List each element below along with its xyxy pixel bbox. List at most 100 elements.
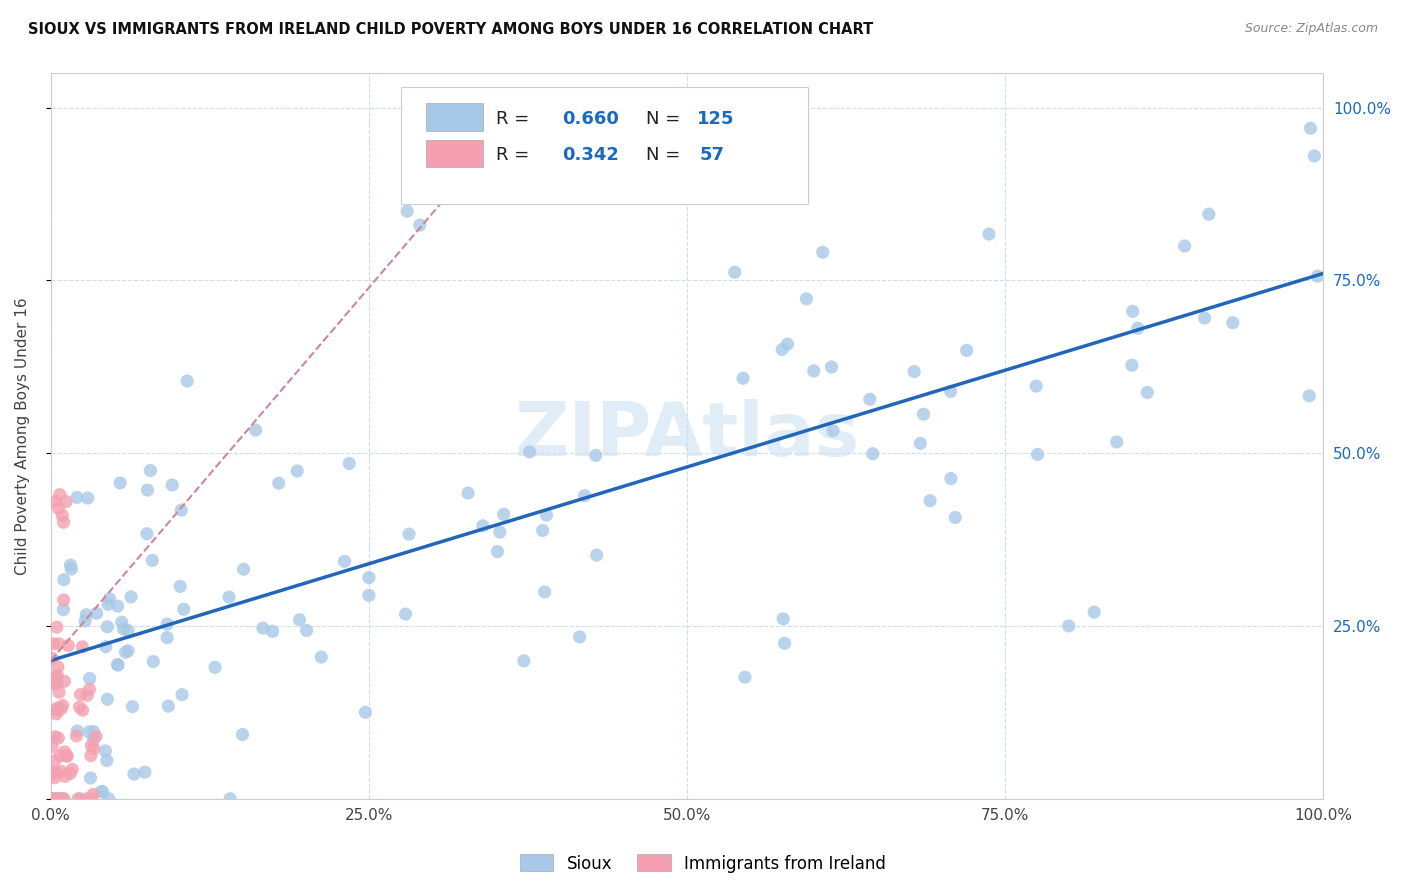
Text: 57: 57	[700, 146, 724, 164]
Point	[803, 364, 825, 378]
Point	[46, 701, 69, 715]
Point	[98, 591, 121, 606]
Text: N =: N =	[647, 146, 681, 164]
Point	[97, 597, 120, 611]
Point	[219, 791, 242, 805]
Point	[394, 607, 416, 621]
Point	[859, 392, 882, 407]
Point	[53, 674, 76, 689]
Legend: Sioux, Immigrants from Ireland: Sioux, Immigrants from Ireland	[513, 847, 893, 880]
Point	[83, 724, 105, 739]
Point	[770, 343, 793, 357]
Point	[41, 675, 63, 690]
Point	[120, 590, 142, 604]
Point	[585, 449, 607, 463]
Point	[67, 791, 90, 805]
Point	[796, 292, 818, 306]
Point	[1222, 316, 1244, 330]
Point	[46, 791, 69, 805]
Point	[46, 676, 69, 690]
Point	[84, 730, 107, 744]
Point	[903, 365, 925, 379]
Point	[585, 548, 607, 562]
Point	[60, 762, 83, 776]
Point	[1303, 149, 1326, 163]
Point	[156, 617, 179, 632]
Point	[288, 613, 311, 627]
Point	[52, 791, 75, 805]
Point	[66, 491, 89, 505]
Point	[943, 510, 966, 524]
Point	[58, 639, 80, 653]
Point	[82, 788, 104, 802]
Point	[1306, 269, 1329, 284]
Point	[1126, 321, 1149, 335]
Point	[142, 655, 165, 669]
Point	[108, 475, 131, 490]
Point	[44, 671, 66, 685]
Point	[157, 699, 180, 714]
Point	[252, 621, 274, 635]
Point	[204, 660, 226, 674]
Point	[44, 791, 66, 805]
Point	[107, 658, 129, 673]
Point	[69, 791, 91, 805]
Point	[731, 371, 754, 385]
Point	[90, 784, 112, 798]
Point	[956, 343, 979, 358]
Point	[176, 374, 198, 388]
Point	[488, 525, 510, 540]
Point	[76, 791, 98, 805]
Point	[42, 791, 65, 805]
Point	[1026, 447, 1049, 461]
FancyBboxPatch shape	[401, 87, 808, 203]
Point	[232, 562, 254, 576]
Point	[357, 571, 380, 585]
Point	[141, 553, 163, 567]
Point	[46, 791, 69, 805]
Point	[107, 599, 129, 613]
Point	[79, 682, 101, 697]
Point	[69, 688, 91, 702]
Point	[45, 494, 67, 508]
Point	[77, 725, 100, 739]
Point	[486, 544, 509, 558]
Point	[519, 445, 541, 459]
Point	[59, 766, 82, 780]
Point	[59, 558, 82, 572]
Point	[80, 791, 103, 805]
Point	[568, 630, 591, 644]
Point	[96, 620, 118, 634]
Point	[245, 423, 267, 437]
Point	[134, 765, 156, 780]
Point	[114, 645, 136, 659]
Point	[136, 483, 159, 497]
Point	[80, 748, 103, 763]
Point	[72, 703, 94, 717]
Point	[170, 688, 193, 702]
Point	[46, 660, 69, 674]
Point	[977, 227, 1000, 241]
Point	[1136, 385, 1159, 400]
Point	[513, 654, 536, 668]
Point	[536, 508, 558, 523]
Point	[218, 590, 240, 604]
Point	[44, 730, 66, 744]
Point	[46, 668, 69, 682]
Point	[91, 785, 114, 799]
Point	[337, 457, 360, 471]
Point	[41, 677, 63, 691]
Point	[55, 494, 77, 508]
Point	[48, 488, 70, 502]
Point	[503, 101, 526, 115]
Point	[773, 636, 796, 650]
Point	[52, 603, 75, 617]
Point	[1194, 311, 1216, 326]
Point	[46, 703, 69, 717]
Point	[776, 337, 799, 351]
Text: 125: 125	[697, 110, 735, 128]
Point	[83, 741, 105, 756]
Point	[46, 791, 69, 805]
Point	[51, 764, 73, 779]
Point	[44, 771, 66, 785]
